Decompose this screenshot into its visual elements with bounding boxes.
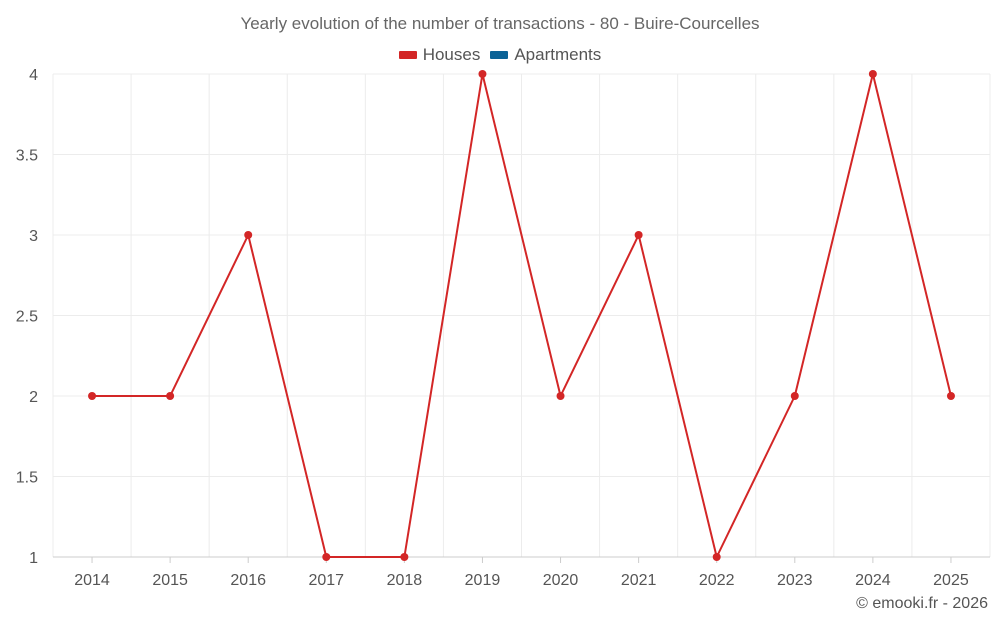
legend-label-apartments: Apartments xyxy=(514,45,602,64)
x-tick-label: 2014 xyxy=(74,572,110,589)
y-tick-label: 2.5 xyxy=(16,309,38,326)
x-tick-label: 2025 xyxy=(933,572,969,589)
data-point-houses[interactable] xyxy=(478,70,487,78)
data-point-houses[interactable] xyxy=(556,392,565,400)
data-point-houses[interactable] xyxy=(322,553,331,561)
x-tick-label: 2017 xyxy=(308,572,344,589)
data-point-houses[interactable] xyxy=(400,553,409,561)
x-tick-label: 2018 xyxy=(387,572,423,589)
legend-item-apartments[interactable]: Apartments xyxy=(490,45,601,65)
series-line-houses xyxy=(92,73,952,558)
credit-text: © emooki.fr - 2026 xyxy=(856,595,988,612)
legend-swatch-apartments xyxy=(490,51,509,59)
x-tick-label: 2024 xyxy=(855,572,891,589)
y-tick-label: 3 xyxy=(29,228,38,245)
data-point-houses[interactable] xyxy=(88,392,97,400)
data-point-houses[interactable] xyxy=(166,392,175,400)
x-tick-label: 2016 xyxy=(230,572,266,589)
chart-title: Yearly evolution of the number of transa… xyxy=(240,14,760,33)
legend-item-houses[interactable]: Houses xyxy=(398,45,481,65)
data-point-houses[interactable] xyxy=(790,392,799,400)
data-point-houses[interactable] xyxy=(946,392,955,400)
x-tick-label: 2020 xyxy=(543,572,579,589)
legend-label-houses: Houses xyxy=(422,45,481,64)
x-tick-label: 2023 xyxy=(777,572,813,589)
legend-swatch-houses xyxy=(398,51,417,59)
y-tick-label: 1 xyxy=(29,550,38,567)
chart-legend: Houses Apartments xyxy=(0,45,1000,65)
y-tick-label: 4 xyxy=(29,67,38,84)
data-point-houses[interactable] xyxy=(244,231,253,239)
y-tick-label: 3.5 xyxy=(16,148,38,165)
x-tick-label: 2015 xyxy=(152,572,188,589)
y-tick-label: 2 xyxy=(29,389,38,406)
data-point-houses[interactable] xyxy=(868,70,877,78)
x-tick-label: 2022 xyxy=(699,572,735,589)
data-point-houses[interactable] xyxy=(634,231,643,239)
x-tick-label: 2021 xyxy=(621,572,657,589)
y-tick-label: 1.5 xyxy=(16,470,38,487)
data-point-houses[interactable] xyxy=(712,553,721,561)
x-tick-label: 2019 xyxy=(465,572,501,589)
